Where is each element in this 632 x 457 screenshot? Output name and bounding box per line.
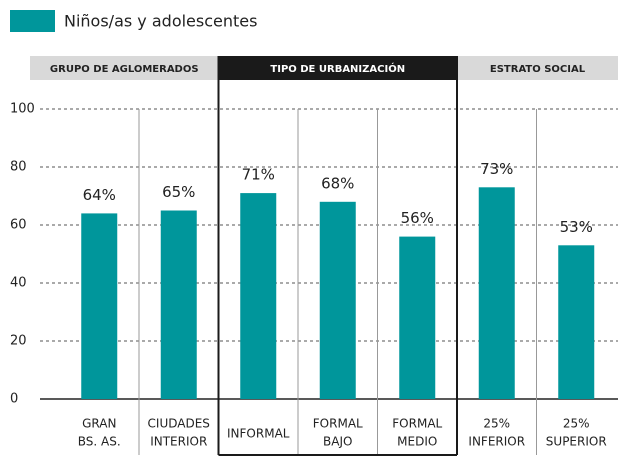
bar bbox=[319, 201, 356, 399]
bar bbox=[399, 236, 436, 399]
value-label: 65% bbox=[162, 183, 195, 201]
x-tick-label: FORMAL bbox=[313, 417, 363, 431]
bar bbox=[478, 187, 515, 399]
bar bbox=[558, 245, 595, 399]
group-label: ESTRATO SOCIAL bbox=[490, 64, 586, 75]
value-label: 73% bbox=[480, 160, 513, 178]
x-tick-label: INFERIOR bbox=[468, 435, 525, 449]
value-label: 53% bbox=[560, 218, 593, 236]
x-tick-label: FORMAL bbox=[392, 417, 442, 431]
y-tick-label: 80 bbox=[10, 160, 27, 175]
group-header bbox=[218, 56, 457, 80]
x-tick-label: CIUDADES bbox=[148, 417, 210, 431]
y-tick-label: 20 bbox=[10, 334, 27, 349]
x-tick-label: BAJO bbox=[323, 435, 352, 449]
y-tick-label: 60 bbox=[10, 218, 27, 233]
value-label: 56% bbox=[401, 209, 434, 227]
bar bbox=[160, 210, 197, 399]
x-tick-label: MEDIO bbox=[397, 435, 437, 449]
group-label: GRUPO DE AGLOMERADOS bbox=[50, 64, 199, 75]
bar bbox=[240, 193, 277, 399]
x-tick-label: SUPERIOR bbox=[546, 435, 607, 449]
group-header bbox=[30, 56, 219, 80]
x-tick-label: BS. AS. bbox=[78, 435, 121, 449]
y-tick-label: 100 bbox=[10, 102, 35, 117]
group-header bbox=[457, 56, 618, 80]
value-label: 64% bbox=[83, 186, 116, 204]
bar bbox=[81, 213, 118, 399]
value-label: 71% bbox=[242, 166, 275, 184]
x-tick-label: 25% bbox=[483, 417, 510, 431]
x-tick-label: INFORMAL bbox=[227, 427, 290, 441]
y-tick-label: 0 bbox=[10, 392, 18, 407]
x-tick-label: GRAN bbox=[82, 417, 116, 431]
group-label: TIPO DE URBANIZACIÓN bbox=[270, 62, 405, 75]
legend-swatch bbox=[10, 10, 55, 32]
x-tick-label: 25% bbox=[563, 417, 590, 431]
legend-label: Niños/as y adolescentes bbox=[64, 12, 257, 31]
value-label: 68% bbox=[321, 174, 354, 192]
y-tick-label: 40 bbox=[10, 276, 27, 291]
x-tick-label: INTERIOR bbox=[150, 435, 207, 449]
